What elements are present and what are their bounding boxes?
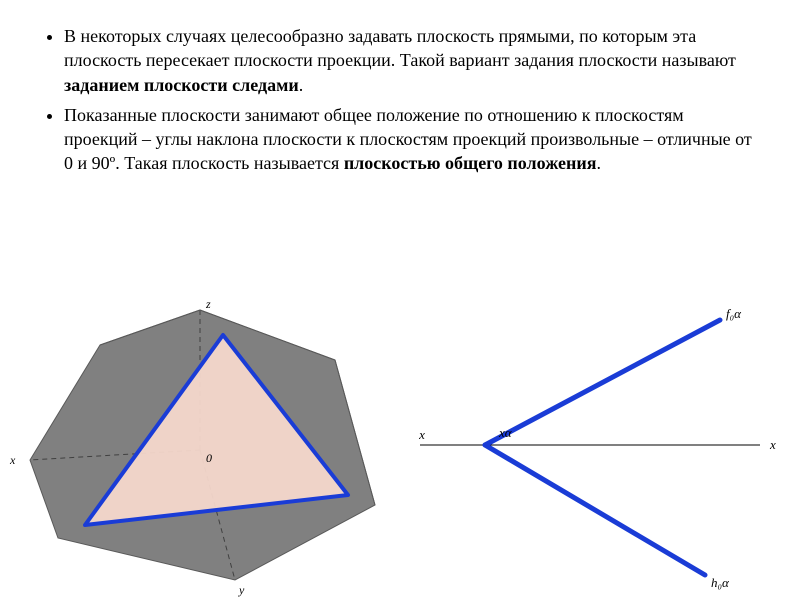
bullet-item: Показанные плоскости занимают общее поло… <box>64 103 760 176</box>
svg-text:y: y <box>238 583 245 597</box>
bullet-list: В некоторых случаях целесообразно задава… <box>40 24 760 176</box>
bullet-pre: В некоторых случаях целесообразно задава… <box>64 26 736 70</box>
left-3d-diagram: z x y 0 <box>0 280 400 600</box>
svg-text:h₀α: h₀α <box>711 575 730 590</box>
svg-text:0: 0 <box>206 451 212 465</box>
bullet-item: В некоторых случаях целесообразно задава… <box>64 24 760 97</box>
svg-text:x: x <box>769 437 776 452</box>
svg-text:x: x <box>418 427 425 442</box>
right-trace-diagram: x x xα f₀α h₀α <box>400 280 800 600</box>
bullet-bold: заданием плоскости следами <box>64 75 299 95</box>
svg-text:xα: xα <box>498 425 513 440</box>
bullet-bold: плоскостью общего положения <box>344 153 597 173</box>
bullet-post: . <box>597 153 602 173</box>
svg-text:z: z <box>205 297 211 311</box>
svg-text:f₀α: f₀α <box>726 306 742 321</box>
svg-text:x: x <box>9 453 16 467</box>
figures-row: z x y 0 x x xα f₀α h₀α <box>0 270 800 600</box>
bullet-post: . <box>299 75 304 95</box>
slide: В некоторых случаях целесообразно задава… <box>0 0 800 600</box>
